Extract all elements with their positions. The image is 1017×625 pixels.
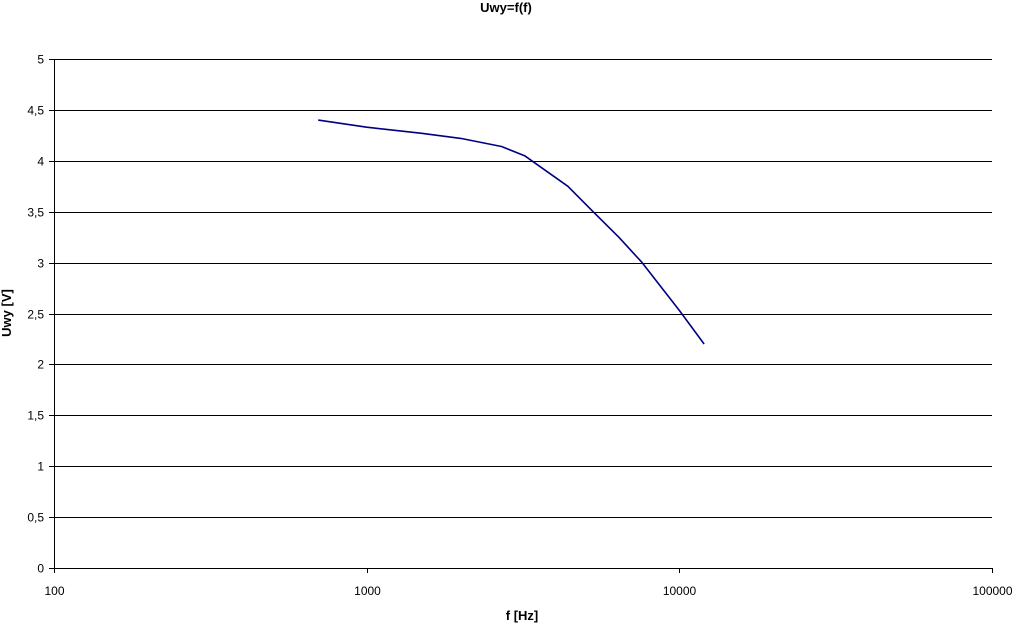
y-tick-label: 2,5	[27, 308, 44, 322]
y-tick-label: 0,5	[27, 511, 44, 525]
x-axis-label: f [Hz]	[506, 608, 539, 623]
y-tick-label: 4,5	[27, 104, 44, 118]
y-tick-label: 0	[37, 562, 44, 576]
y-axis-label: Uwy [V]	[0, 289, 14, 337]
y-tick-label: 5	[37, 53, 44, 67]
grid	[54, 59, 992, 569]
x-tick-label: 10000	[663, 584, 697, 598]
y-tick-label: 1,5	[27, 409, 44, 423]
x-tick-label: 1000	[354, 584, 381, 598]
x-tick-label: 100000	[972, 584, 1012, 598]
chart-title: Uwy=f(f)	[480, 0, 532, 15]
y-tick-label: 4	[37, 155, 44, 169]
y-tick-label: 2	[37, 358, 44, 372]
y-axis-ticks: 0 0,5 1 1,5 2 2,5 3 3,5 4 4,5 5	[27, 53, 54, 576]
x-axis-ticks: 100 1000 10000 100000	[44, 568, 1013, 598]
y-tick-label: 3	[37, 257, 44, 271]
y-tick-label: 3,5	[27, 206, 44, 220]
y-tick-label: 1	[37, 460, 44, 474]
series-line	[318, 119, 705, 345]
series-group	[318, 119, 705, 345]
x-tick-label: 100	[44, 584, 64, 598]
